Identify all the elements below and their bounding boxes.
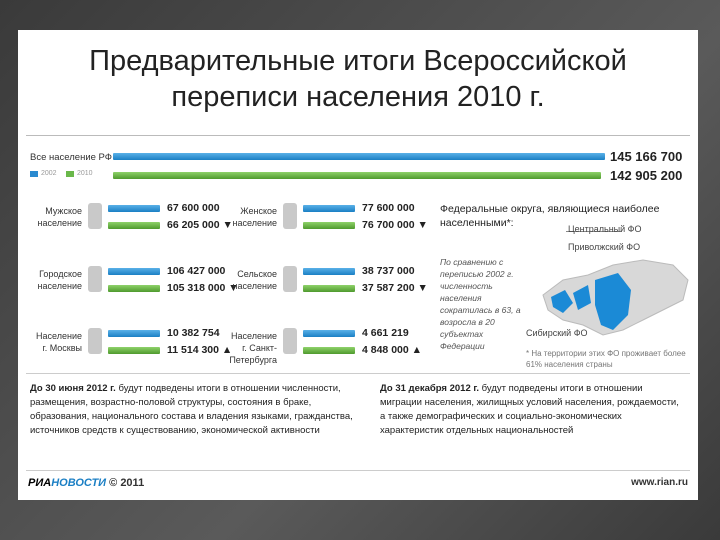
group-label: Городское население bbox=[37, 269, 82, 291]
legend-swatch bbox=[30, 171, 38, 177]
map bbox=[542, 259, 689, 336]
brand: РИАНОВОСТИ © 2011 bbox=[28, 477, 144, 489]
url: www.rian.ru bbox=[631, 477, 688, 488]
bar-2010 bbox=[303, 347, 355, 354]
icon bbox=[283, 266, 297, 292]
note-date: До 30 июня 2012 г. bbox=[30, 383, 116, 394]
note-text: будут подведены итоги в отношении миграц… bbox=[380, 383, 679, 436]
footnote: * На территории этих ФО проживает более … bbox=[526, 349, 686, 369]
title-line: Предварительные итоги Всероссийской bbox=[89, 45, 627, 77]
note-text: будут подведены итоги в отношении числен… bbox=[30, 383, 353, 436]
value-2002: 67 600 000 bbox=[167, 202, 220, 214]
value-2010: 76 700 000 ▼ bbox=[362, 219, 428, 231]
value-2010: 37 587 200 ▼ bbox=[362, 282, 428, 294]
bar-2010 bbox=[108, 222, 160, 229]
value-2010: 66 205 000 ▼ bbox=[167, 219, 233, 231]
legend-label: 2002 bbox=[41, 170, 57, 177]
bar-2002 bbox=[108, 268, 160, 275]
title-line: переписи населения 2010 г. bbox=[171, 81, 545, 113]
brand-b: НОВОСТИ bbox=[51, 477, 107, 489]
bar-2010 bbox=[303, 285, 355, 292]
icon bbox=[88, 266, 102, 292]
total-label: Все население РФ bbox=[30, 152, 113, 163]
group-label: Население г. Санкт-Петербурга bbox=[229, 331, 277, 365]
leader-line bbox=[566, 231, 621, 232]
bar-2002 bbox=[108, 205, 160, 212]
total-value: 142 905 200 bbox=[610, 168, 683, 183]
note: До 30 июня 2012 г. будут подведены итоги… bbox=[30, 382, 360, 438]
legend-swatch bbox=[66, 171, 74, 177]
icon bbox=[88, 203, 102, 229]
total-value: 145 166 700 bbox=[610, 149, 683, 164]
group-label: Мужское население bbox=[37, 206, 82, 228]
divider bbox=[26, 373, 690, 374]
bar-2010 bbox=[108, 347, 160, 354]
value-2010: 105 318 000 ▼ bbox=[167, 282, 239, 294]
bar-2002 bbox=[113, 153, 605, 160]
comparison-note: По сравнению с переписью 2002 г. численн… bbox=[440, 257, 521, 351]
slide: Предварительные итоги Всероссийской пере… bbox=[18, 30, 698, 500]
divider bbox=[26, 470, 690, 471]
bar-2010 bbox=[113, 172, 601, 179]
icon bbox=[283, 328, 297, 354]
value-2002: 77 600 000 bbox=[362, 202, 415, 214]
note-date: До 31 декабря 2012 г. bbox=[380, 383, 480, 394]
district: Центральный ФО bbox=[568, 224, 642, 234]
value-2002: 38 737 000 bbox=[362, 265, 415, 277]
bar-2002 bbox=[303, 268, 355, 275]
group-label: Население г. Москвы bbox=[36, 331, 82, 353]
value-2002: 106 427 000 bbox=[167, 265, 226, 277]
brand-a: РИА bbox=[28, 477, 52, 489]
district: Сибирский ФО bbox=[526, 328, 588, 338]
copyright: © 2011 bbox=[109, 477, 145, 489]
districts-title: Федеральные округа, являющиеся наиболее … bbox=[440, 203, 660, 229]
bar-2010 bbox=[108, 285, 160, 292]
divider bbox=[26, 135, 690, 136]
bar-2002 bbox=[303, 205, 355, 212]
district: Приволжский ФО bbox=[568, 242, 641, 252]
bar-2002 bbox=[303, 330, 355, 337]
legend-label: 2010 bbox=[77, 170, 93, 177]
note: До 31 декабря 2012 г. будут подведены ит… bbox=[380, 382, 685, 438]
value-2002: 10 382 754 bbox=[167, 327, 220, 339]
icon bbox=[283, 203, 297, 229]
group-label: Сельское население bbox=[232, 269, 277, 291]
bar-2010 bbox=[303, 222, 355, 229]
value-2010: 11 514 300 ▲ bbox=[167, 344, 233, 356]
bar-2002 bbox=[108, 330, 160, 337]
value-2010: 4 848 000 ▲ bbox=[362, 344, 423, 356]
value-2002: 4 661 219 bbox=[362, 327, 409, 339]
icon bbox=[88, 328, 102, 354]
group-label: Женское население bbox=[232, 206, 277, 228]
